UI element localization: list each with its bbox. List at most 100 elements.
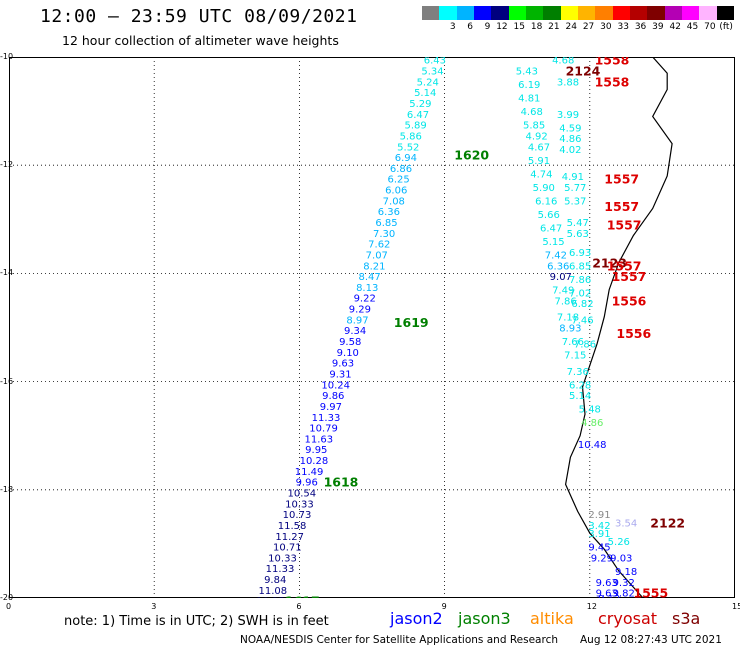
pass-number-label: 1617	[285, 594, 320, 598]
wave-height-value: 9.18	[615, 567, 637, 578]
pass-number-label: 1556	[616, 326, 651, 341]
wave-height-value: 9.03	[610, 553, 632, 564]
wave-height-value: 6.19	[518, 80, 540, 91]
wave-height-value: 7.86	[554, 297, 576, 308]
wave-height-value: 4.86	[559, 134, 581, 145]
wave-height-value: 9.96	[296, 478, 318, 489]
wave-height-value: 4.67	[528, 142, 550, 153]
wave-height-value: 4.74	[530, 169, 552, 180]
scale-label: 6	[467, 22, 473, 32]
wave-height-value: 9.97	[320, 402, 342, 413]
wave-height-value: 9.58	[339, 337, 361, 348]
wave-height-value: 6.82	[571, 299, 593, 310]
subtitle: 12 hour collection of altimeter wave hei…	[62, 33, 339, 48]
wave-height-value: 7.49	[552, 286, 574, 297]
page-title: 12:00 – 23:59 UTC 08/09/2021	[40, 6, 358, 27]
pass-number-label: 1618	[324, 475, 359, 490]
wave-height-value: 3.99	[557, 110, 579, 121]
longitude-tick-label: 12	[586, 602, 597, 611]
scale-swatch	[664, 6, 682, 20]
wave-height-value: 11.58	[278, 521, 307, 532]
wave-height-value: 5.43	[516, 67, 538, 78]
wave-height-value: 6.47	[407, 110, 429, 121]
legend-entry-jason3: jason3	[458, 609, 511, 628]
wave-height-value: 10.33	[285, 499, 314, 510]
wave-height-value: 5.14	[569, 391, 591, 402]
wave-height-value: 6.43	[424, 57, 446, 67]
wave-height-value: 6.06	[385, 186, 407, 197]
wave-height-value: 5.48	[579, 405, 601, 416]
wave-height-value: 11.33	[312, 413, 341, 424]
legend-entry-jason2: jason2	[390, 609, 443, 628]
wave-height-value: 5.90	[533, 183, 555, 194]
wave-height-value: 6.93	[569, 248, 591, 259]
wave-height-value: 5.29	[409, 99, 431, 110]
pass-number-label: 1557	[612, 269, 647, 284]
scale-swatch	[543, 6, 561, 20]
wave-height-value: 9.29	[591, 553, 613, 564]
scale-swatch	[439, 6, 457, 20]
wave-height-value: 5.37	[564, 196, 586, 207]
wave-height-value: 5.77	[564, 183, 586, 194]
scale-label: 30	[600, 22, 612, 32]
wave-height-value: 9.34	[344, 326, 366, 337]
scale-label: 33	[617, 22, 629, 32]
latitude-tick-label: -10	[0, 52, 14, 61]
scale-label: 45	[686, 22, 699, 32]
scale-swatch	[525, 6, 544, 20]
wave-height-value: 6.16	[535, 196, 557, 207]
wave-height-value: 6.28	[569, 380, 591, 391]
scale-swatch	[595, 6, 613, 20]
wave-height-value: 7.08	[383, 196, 405, 207]
wave-height-value: 6.85	[375, 218, 397, 229]
pass-number-label: 1556	[612, 294, 647, 309]
wave-height-value: 10.48	[578, 440, 607, 451]
wave-height-value: 5.89	[404, 121, 426, 132]
scale-label: 9	[484, 22, 491, 32]
scale-label: 36	[634, 22, 647, 32]
legend-entry-altika: altika	[530, 609, 574, 628]
wave-height-value: 10.28	[300, 456, 329, 467]
wave-height-value: 5.26	[608, 537, 630, 548]
wave-height-value: 3.91	[588, 529, 610, 540]
scale-swatch	[491, 6, 509, 20]
pass-number-label: 2123	[592, 256, 627, 271]
footnote: note: 1) Time is in UTC; 2) SWH is in fe…	[64, 614, 329, 629]
wave-height-value: 10.79	[309, 424, 338, 435]
wave-height-value: 11.33	[266, 564, 295, 575]
wave-height-value: 4.59	[559, 123, 581, 134]
scale-label: 27	[582, 22, 595, 32]
wave-height-value: 11.27	[275, 532, 304, 543]
wave-height-value: 6.36	[378, 207, 400, 218]
wave-height-value: 5.52	[397, 142, 419, 153]
wave-height-map: 6.435.345.245.145.296.475.895.865.526.94…	[9, 57, 735, 598]
coastline	[564, 57, 673, 598]
pass-number-label: 2122	[650, 515, 685, 530]
wave-height-value: 5.34	[421, 67, 443, 78]
wave-height-value: 10.24	[321, 380, 350, 391]
wave-height-value: 5.47	[567, 218, 589, 229]
wave-height-value: 7.62	[368, 240, 390, 251]
wave-height-value: 4.92	[525, 131, 547, 142]
wave-height-value: 6.47	[540, 223, 562, 234]
scale-swatch	[716, 6, 734, 20]
wave-height-value: 5.63	[567, 229, 589, 240]
wave-height-value: 9.63	[596, 589, 618, 598]
latitude-tick-label: -20	[0, 593, 14, 602]
pass-number-label: 1557	[604, 199, 639, 214]
wave-height-value: 7.30	[373, 229, 395, 240]
map-frame	[9, 57, 735, 598]
scale-label: 42	[669, 22, 681, 32]
pass-number-label: 1555	[633, 586, 668, 598]
wave-height-value: 5.85	[523, 121, 545, 132]
wave-height-value: 6.36	[547, 261, 569, 272]
wave-height-value: 11.49	[295, 467, 324, 478]
latitude-tick-label: -12	[0, 160, 14, 170]
wave-height-value: 5.14	[414, 88, 436, 99]
latitude-tick-label: -16	[0, 376, 14, 386]
scale-swatch	[473, 6, 492, 20]
pass-number-label: 1557	[607, 258, 642, 273]
color-scale-bar	[422, 6, 734, 20]
wave-height-value: 5.24	[417, 77, 439, 88]
wave-height-value: 8.21	[363, 261, 385, 272]
